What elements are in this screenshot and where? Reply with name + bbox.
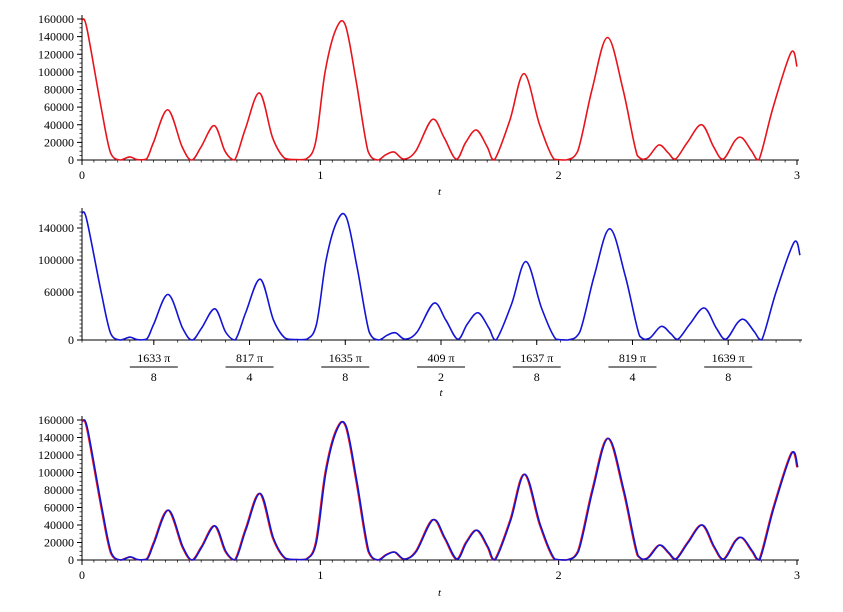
series-line <box>82 419 799 561</box>
x-tick-label: 1 <box>317 168 323 182</box>
y-tick-label: 120000 <box>38 47 74 61</box>
y-tick-label: 60000 <box>44 285 74 299</box>
x-axis-title: t <box>438 186 442 198</box>
y-tick-label: 60000 <box>44 501 74 515</box>
x-axis-title: t <box>439 387 443 399</box>
x-tick-numerator: 817 π <box>236 351 263 365</box>
y-tick-label: 20000 <box>44 536 74 550</box>
x-tick-denominator: 8 <box>534 370 540 384</box>
y-tick-label: 60000 <box>44 100 74 114</box>
y-tick-label: 140000 <box>38 431 74 445</box>
plot-panel-middle: 0 60000 100000 140000 1633 π 8 817 π 4 1635 π 8 40… <box>38 208 802 399</box>
x-tick-numerator: 1633 π <box>137 351 170 365</box>
x-tick-denominator: 8 <box>151 370 157 384</box>
y-tick-label: 100000 <box>38 253 74 267</box>
x-tick-label: 1 <box>317 568 323 582</box>
y-tick-label: 40000 <box>44 518 74 532</box>
plot-panel-bottom: 0 20000 40000 60000 80000 100000 120000 140000 1… <box>38 413 800 599</box>
y-tick-label: 40000 <box>44 118 74 132</box>
y-tick-label: 80000 <box>44 83 74 97</box>
y-tick-label: 20000 <box>44 135 74 149</box>
plot-panel-top: 0 20000 40000 60000 80000 100000 120000 140000 1… <box>38 12 800 198</box>
y-tick-label: 0 <box>68 153 74 167</box>
x-tick-label: 3 <box>794 568 800 582</box>
x-tick-numerator: 409 π <box>427 351 454 365</box>
y-tick-label: 100000 <box>38 65 74 79</box>
x-tick-label: 0 <box>79 568 85 582</box>
y-tick-label: 140000 <box>38 221 74 235</box>
x-tick-denominator: 4 <box>247 370 253 384</box>
x-tick-label: 0 <box>79 168 85 182</box>
y-tick-label: 0 <box>68 333 74 347</box>
x-tick-numerator: 819 π <box>619 351 646 365</box>
y-tick-label: 140000 <box>38 30 74 44</box>
x-tick-denominator: 4 <box>629 370 635 384</box>
x-tick-label: 3 <box>794 168 800 182</box>
y-tick-label: 80000 <box>44 483 74 497</box>
x-tick-label: 2 <box>556 168 562 182</box>
y-tick-label: 160000 <box>38 12 74 26</box>
x-tick-numerator: 1637 π <box>520 351 553 365</box>
y-tick-label: 0 <box>68 553 74 567</box>
series-line <box>81 211 801 341</box>
x-tick-denominator: 8 <box>342 370 348 384</box>
series-line <box>81 18 798 161</box>
x-tick-numerator: 1639 π <box>712 351 745 365</box>
y-tick-label: 100000 <box>38 466 74 480</box>
x-tick-numerator: 1635 π <box>329 351 362 365</box>
y-tick-label: 120000 <box>38 448 74 462</box>
x-tick-label: 2 <box>556 568 562 582</box>
x-tick-denominator: 8 <box>725 370 731 384</box>
x-tick-denominator: 2 <box>438 370 444 384</box>
x-axis-title: t <box>438 587 442 599</box>
y-tick-label: 160000 <box>38 413 74 427</box>
